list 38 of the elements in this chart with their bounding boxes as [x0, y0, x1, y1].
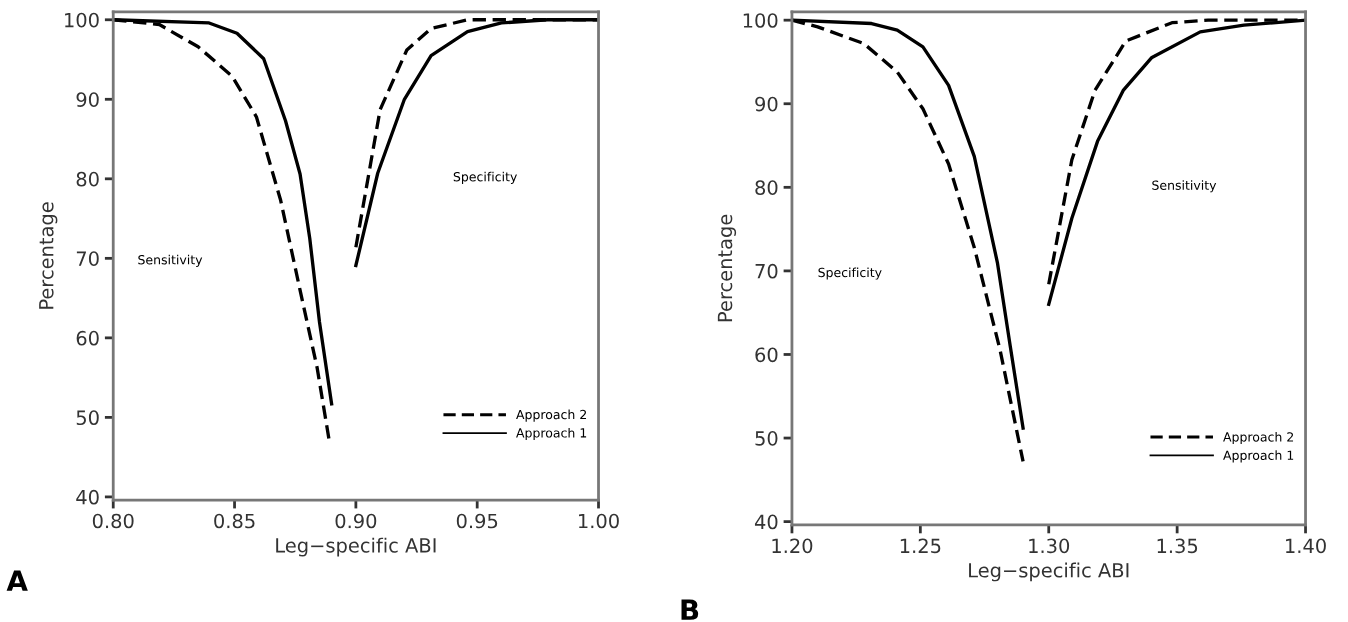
y-tick-label: 60 — [755, 347, 778, 363]
x-tick-label: 1.25 — [900, 538, 941, 554]
x-tick-label: 1.30 — [1029, 538, 1070, 554]
legend-label: Approach 2 — [1223, 431, 1294, 445]
legend-label: Approach 1 — [1223, 450, 1294, 463]
annotation: Specificity — [453, 171, 517, 184]
x-axis-title: Leg−specific ABI — [969, 562, 1129, 582]
y-tick-label: 90 — [76, 92, 99, 107]
x-tick-label: 1.00 — [579, 513, 619, 529]
y-tick-label: 100 — [743, 13, 778, 28]
x-tick-label: 0.85 — [214, 513, 255, 529]
y-tick-label: 100 — [65, 12, 99, 28]
y-tick-label: 40 — [754, 514, 778, 530]
y-tick-label: 80 — [755, 180, 778, 195]
x-tick-label: 1.40 — [1286, 538, 1326, 554]
x-tick-label: 0.90 — [335, 513, 377, 529]
y-tick-label: 60 — [76, 330, 99, 346]
y-tick-label: 50 — [755, 431, 778, 446]
y-tick-label: 40 — [76, 489, 99, 505]
x-tick-label: 1.35 — [1157, 538, 1198, 554]
text: B — [681, 599, 699, 620]
y-tick-label: 80 — [76, 171, 99, 187]
legend-label: Approach 1 — [516, 427, 587, 441]
y-axis-title: Percentage — [39, 202, 58, 309]
y-axis-title: Percentage — [717, 214, 737, 322]
annotation: Sensitivity — [1152, 180, 1217, 193]
y-tick-label: 70 — [76, 251, 99, 266]
x-tick-label: 0.80 — [92, 513, 134, 529]
x-tick-label: 1.20 — [772, 538, 813, 554]
y-tick-label: 90 — [755, 96, 778, 112]
y-tick-label: 70 — [755, 263, 778, 279]
legend-label: Approach 2 — [516, 409, 587, 422]
text: A — [6, 570, 28, 591]
annotation: Sensitivity — [138, 254, 203, 267]
x-axis-title: Leg−specific ABI — [276, 537, 436, 557]
x-tick-label: 0.95 — [456, 513, 498, 529]
annotation: Specificity — [818, 267, 882, 280]
y-tick-label: 50 — [76, 410, 99, 426]
